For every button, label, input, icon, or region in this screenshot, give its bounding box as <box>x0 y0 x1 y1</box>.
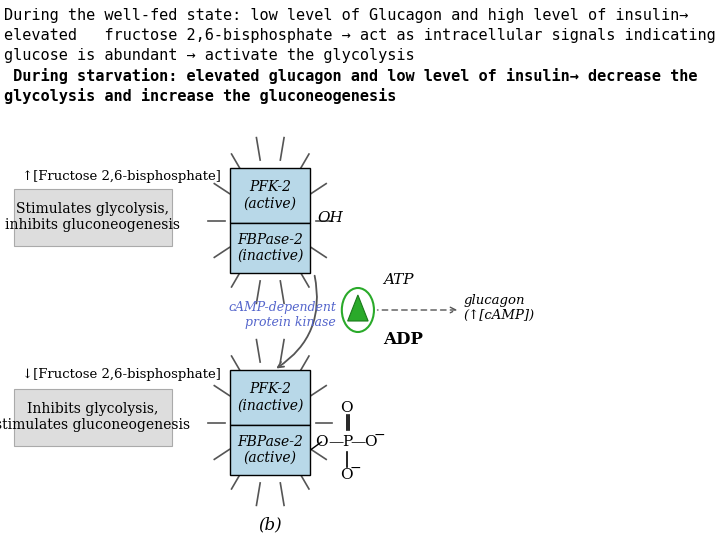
Text: ADP: ADP <box>384 332 423 348</box>
Text: —: — <box>350 435 366 449</box>
Text: PFK-2
(active): PFK-2 (active) <box>244 180 297 211</box>
Text: ↑[Fructose 2,6-bisphosphate]: ↑[Fructose 2,6-bisphosphate] <box>22 170 221 183</box>
FancyBboxPatch shape <box>230 425 310 475</box>
Text: −: − <box>350 461 361 475</box>
Text: FBPase-2
(active): FBPase-2 (active) <box>238 435 303 465</box>
Text: O: O <box>315 435 328 449</box>
Text: O: O <box>341 468 354 482</box>
Text: cAMP-dependent
protein kinase: cAMP-dependent protein kinase <box>228 301 336 329</box>
Text: Inhibits glycolysis,
stimulates gluconeogenesis: Inhibits glycolysis, stimulates gluconeo… <box>0 402 190 432</box>
FancyBboxPatch shape <box>230 370 310 425</box>
Text: (b): (b) <box>258 516 282 534</box>
Text: glycolysis and increase the gluconeogenesis: glycolysis and increase the gluconeogene… <box>4 88 396 104</box>
FancyBboxPatch shape <box>14 189 172 246</box>
Text: O: O <box>364 435 377 449</box>
Text: ↓[Fructose 2,6-bisphosphate]: ↓[Fructose 2,6-bisphosphate] <box>22 368 221 381</box>
Text: P: P <box>342 435 352 449</box>
FancyBboxPatch shape <box>14 389 172 446</box>
FancyBboxPatch shape <box>230 168 310 223</box>
Text: glucagon
(↑[cAMP]): glucagon (↑[cAMP]) <box>464 294 535 322</box>
Text: ATP: ATP <box>384 273 414 287</box>
Text: −: − <box>373 428 385 442</box>
Text: elevated   fructose 2,6-bisphosphate → act as intracellular signals indicating t: elevated fructose 2,6-bisphosphate → act… <box>4 28 720 43</box>
Text: O: O <box>341 401 354 415</box>
Text: Stimulates glycolysis,
inhibits gluconeogenesis: Stimulates glycolysis, inhibits gluconeo… <box>5 202 180 232</box>
Text: OH: OH <box>318 211 343 225</box>
Text: PFK-2
(inactive): PFK-2 (inactive) <box>237 382 303 413</box>
Text: —: — <box>328 435 343 449</box>
FancyBboxPatch shape <box>230 223 310 273</box>
Text: glucose is abundant → activate the glycolysis: glucose is abundant → activate the glyco… <box>4 48 414 63</box>
Text: During starvation: elevated glucagon and low level of insulin→ decrease the: During starvation: elevated glucagon and… <box>4 68 697 84</box>
Polygon shape <box>348 295 368 321</box>
Text: During the well-fed state: low level of Glucagon and high level of insulin→: During the well-fed state: low level of … <box>4 8 688 23</box>
Text: FBPase-2
(inactive): FBPase-2 (inactive) <box>237 233 303 263</box>
